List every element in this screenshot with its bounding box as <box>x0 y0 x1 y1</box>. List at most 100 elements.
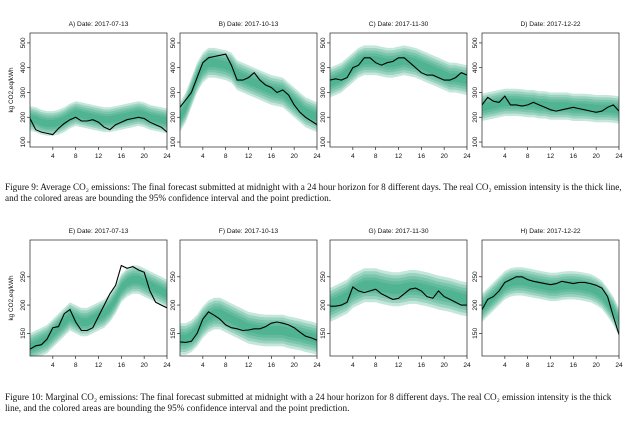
real-emission-line <box>180 53 317 126</box>
chart-title: H) Date: 2017-12-22 <box>520 228 580 235</box>
chart-title: E) Date: 2017-07-13 <box>69 228 129 235</box>
chart-title: B) Date: 2017-10-13 <box>219 21 279 28</box>
confidence-band <box>180 50 317 130</box>
x-tick-label: 16 <box>118 362 126 369</box>
x-tick-label: 16 <box>268 153 276 160</box>
confidence-band <box>30 265 167 356</box>
y-tick-label: 300 <box>472 87 479 98</box>
y-tick-label: 200 <box>472 111 479 122</box>
y-tick-label: 400 <box>472 62 479 73</box>
y-axis-label: kg CO2,eq/kWh <box>8 67 15 113</box>
y-tick-label: 200 <box>20 299 27 310</box>
y-tick-label: 150 <box>472 328 479 339</box>
x-tick-label: 16 <box>118 153 126 160</box>
x-tick-label: 12 <box>547 153 555 160</box>
confidence-band <box>482 274 619 329</box>
x-tick-label: 8 <box>526 153 530 160</box>
figure-10-caption-label: Figure 10: <box>5 392 44 402</box>
confidence-band <box>180 300 317 352</box>
x-tick-label: 12 <box>245 362 253 369</box>
x-tick-label: 24 <box>313 153 321 160</box>
real-emission-line <box>330 57 467 81</box>
chart-panel: A) Date: 2017-07-13 4 8 12 16 20 24 100 200 300 40… <box>8 21 171 160</box>
confidence-band <box>180 53 317 127</box>
confidence-band <box>30 110 167 127</box>
x-tick-label: 20 <box>140 153 148 160</box>
y-tick-label: 250 <box>20 271 27 282</box>
figure-10-caption-text: Marginal CO₂ emissions: The final foreca… <box>5 392 612 413</box>
confidence-bands <box>482 267 619 337</box>
y-tick-label: 200 <box>472 299 479 310</box>
confidence-band <box>30 270 167 356</box>
confidence-band <box>180 297 317 355</box>
x-tick-label: 8 <box>374 153 378 160</box>
figure-10-caption: Figure 10: Marginal CO₂ emissions: The f… <box>5 392 627 414</box>
y-tick-label: 150 <box>320 328 327 339</box>
y-tick-label: 100 <box>472 136 479 147</box>
x-tick-label: 12 <box>395 362 403 369</box>
confidence-bands <box>482 88 619 124</box>
x-tick-label: 16 <box>570 153 578 160</box>
x-tick-label: 12 <box>547 362 555 369</box>
confidence-band <box>330 50 467 93</box>
x-tick-label: 12 <box>95 362 103 369</box>
y-tick-label: 200 <box>320 111 327 122</box>
x-tick-label: 24 <box>463 362 471 369</box>
y-tick-label: 200 <box>170 111 177 122</box>
confidence-band <box>482 93 619 119</box>
confidence-bands <box>180 297 317 355</box>
confidence-bands <box>30 101 167 136</box>
real-emission-line <box>330 286 467 307</box>
confidence-band <box>330 277 467 313</box>
real-emission-line <box>180 311 317 343</box>
y-tick-label: 150 <box>170 328 177 339</box>
confidence-band <box>30 273 167 354</box>
confidence-band <box>330 280 467 310</box>
confidence-band <box>330 274 467 316</box>
confidence-band <box>30 105 167 132</box>
y-tick-label: 100 <box>20 136 27 147</box>
confidence-band <box>180 47 317 133</box>
real-emission-line <box>482 276 619 335</box>
chart-panel: E) Date: 2017-07-13 4 8 12 16 20 24 150 200 250 kg… <box>8 228 171 369</box>
confidence-band <box>482 277 619 326</box>
x-tick-label: 20 <box>440 153 448 160</box>
x-tick-label: 8 <box>374 362 378 369</box>
y-tick-label: 500 <box>320 37 327 48</box>
confidence-band <box>330 53 467 90</box>
confidence-band <box>180 309 317 344</box>
x-tick-label: 12 <box>245 153 253 160</box>
chart-panel: F) Date: 2017-10-13 4 8 12 16 20 24 150 200 250 <box>170 228 321 369</box>
x-tick-label: 4 <box>351 362 355 369</box>
x-tick-label: 4 <box>51 153 55 160</box>
x-tick-label: 24 <box>615 362 623 369</box>
y-axis-label: kg CO2,eq/kWh <box>8 275 15 321</box>
y-tick-label: 500 <box>170 37 177 48</box>
chart-panel: G) Date: 2017-11-30 4 8 12 16 20 24 150 200 250 <box>320 228 471 369</box>
figure-9-caption-text: Average CO₂ emissions: The final forecas… <box>5 182 622 203</box>
x-tick-label: 12 <box>395 153 403 160</box>
x-tick-label: 20 <box>290 153 298 160</box>
y-tick-label: 250 <box>170 271 177 282</box>
y-tick-label: 400 <box>170 62 177 73</box>
x-tick-label: 16 <box>570 362 578 369</box>
confidence-band <box>482 91 619 121</box>
confidence-band <box>330 268 467 322</box>
x-tick-label: 20 <box>440 362 448 369</box>
real-emission-line <box>30 264 167 350</box>
x-tick-label: 8 <box>526 362 530 369</box>
x-tick-label: 4 <box>201 153 205 160</box>
confidence-band <box>180 306 317 347</box>
y-tick-label: 100 <box>170 136 177 147</box>
y-tick-label: 300 <box>20 87 27 98</box>
x-tick-label: 24 <box>463 153 471 160</box>
chart-title: D) Date: 2017-12-22 <box>520 21 580 28</box>
x-tick-label: 4 <box>201 362 205 369</box>
confidence-bands <box>30 265 167 356</box>
y-tick-label: 400 <box>20 62 27 73</box>
confidence-band <box>30 268 167 356</box>
chart-panel: C) Date: 2017-11-30 4 8 12 16 20 24 100 200 300 40… <box>320 21 471 160</box>
x-tick-label: 24 <box>615 153 623 160</box>
x-tick-label: 20 <box>592 362 600 369</box>
